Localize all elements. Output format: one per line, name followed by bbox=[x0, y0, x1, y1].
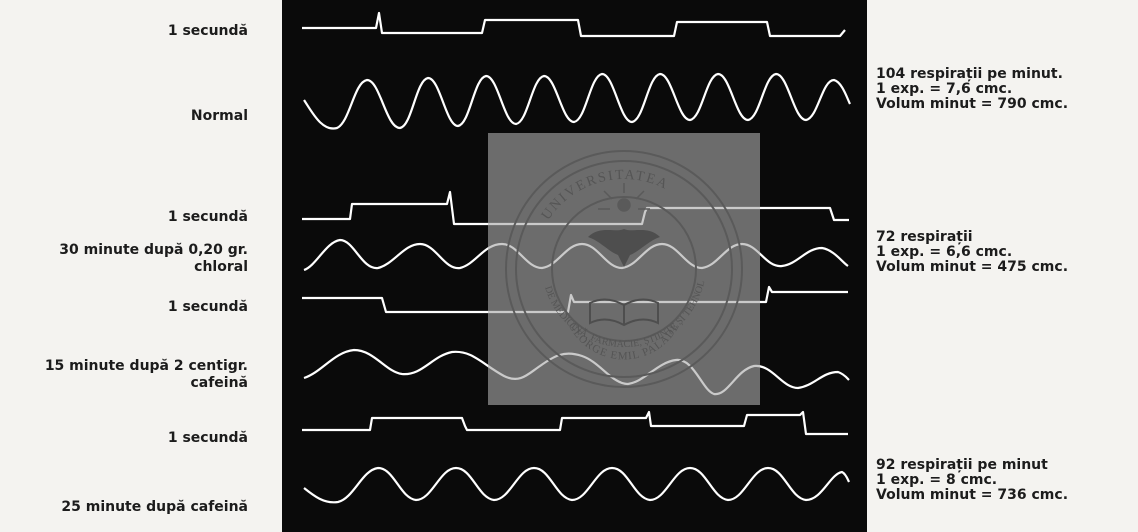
label-1-secunda-top: 1 secundă bbox=[167, 23, 248, 39]
eagle-icon bbox=[588, 229, 660, 267]
note-after-cafeina: 92 respirații pe minut 1 exp. = 8 cmc. V… bbox=[876, 457, 1069, 503]
sun-icon bbox=[598, 183, 650, 212]
label-cafeina: 15 minute după 2 centigr. cafeină bbox=[44, 358, 248, 391]
label-normal: Normal bbox=[190, 108, 248, 124]
seal-emblem: UNIVERSITATEA GEORGE EMIL PALADE DE MEDI… bbox=[484, 125, 743, 388]
timer-trace-4 bbox=[302, 410, 848, 436]
timer-trace-1 bbox=[302, 11, 846, 38]
label-1-secunda-3: 1 secundă bbox=[167, 299, 248, 315]
label-1-secunda-2: 1 secundă bbox=[167, 209, 248, 225]
seal-top-text: UNIVERSITATEA bbox=[539, 168, 671, 223]
respiration-trace-normal bbox=[303, 72, 851, 130]
respiration-trace-after-cafeina bbox=[303, 466, 850, 504]
label-after-cafeina: 25 minute după cafeină bbox=[61, 499, 248, 515]
note-chloral: 72 respirații 1 exp. = 6,6 cmc. Volum mi… bbox=[876, 229, 1069, 275]
note-normal: 104 respirații pe minut. 1 exp. = 7,6 cm… bbox=[876, 66, 1069, 112]
label-1-secunda-4: 1 secundă bbox=[167, 430, 248, 446]
university-seal-watermark: UNIVERSITATEA GEORGE EMIL PALADE DE MEDI… bbox=[484, 125, 760, 405]
label-chloral: 30 minute după 0,20 gr. chloral bbox=[59, 242, 248, 275]
open-book-icon bbox=[589, 298, 659, 327]
seal-rings bbox=[505, 150, 743, 388]
